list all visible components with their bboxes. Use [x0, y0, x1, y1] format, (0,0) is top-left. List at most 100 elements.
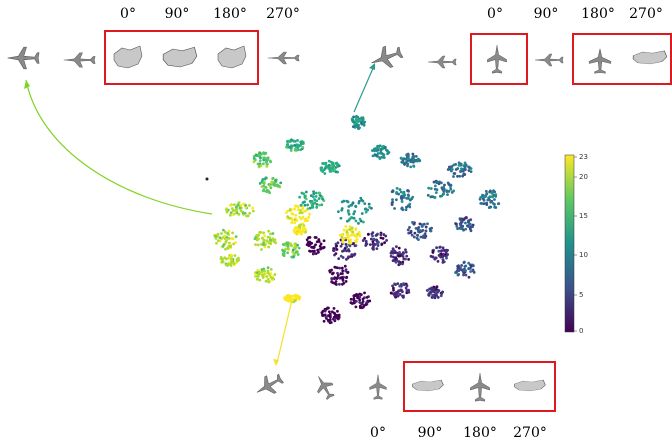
- scatter-dot: [407, 228, 410, 231]
- angle-label: 180°: [581, 6, 615, 22]
- scatter-dot: [342, 241, 345, 244]
- scatter-dot: [379, 144, 382, 147]
- colorbar: [565, 155, 574, 332]
- scatter-dot: [392, 190, 395, 193]
- scatter-dot: [353, 217, 356, 220]
- scatter-dot: [346, 220, 349, 223]
- scatter-dot: [331, 281, 334, 284]
- scatter-dot: [424, 232, 427, 235]
- scatter-dot: [269, 272, 272, 275]
- scatter-dot: [295, 245, 298, 248]
- colorbar-tick-label: 20: [579, 173, 588, 181]
- scatter-dot: [358, 231, 361, 234]
- scatter-dot: [348, 250, 351, 253]
- scatter-dot: [345, 245, 348, 248]
- scatter-dot: [352, 201, 355, 204]
- scatter-dot: [406, 163, 409, 166]
- scatter-dot: [344, 265, 347, 268]
- scatter-dot: [492, 189, 495, 192]
- scatter-dot: [331, 273, 334, 276]
- scatter-dot: [357, 124, 360, 127]
- scatter-dot: [258, 272, 261, 275]
- scatter-dot: [293, 144, 296, 147]
- scatter-dot: [472, 269, 475, 272]
- scatter-dot: [485, 202, 488, 205]
- scatter-dot: [353, 210, 356, 213]
- scatter-dot: [263, 178, 266, 181]
- scatter-dot: [342, 282, 345, 285]
- scatter-dot: [400, 191, 403, 194]
- angle-label: 270°: [629, 6, 663, 22]
- scatter-dot: [431, 294, 434, 297]
- scatter-dot: [297, 208, 300, 211]
- scatter-dot: [350, 253, 353, 256]
- scatter-dot: [402, 282, 405, 285]
- scatter-dot: [235, 235, 238, 238]
- scatter-dot: [493, 198, 496, 201]
- scatter-dot: [361, 200, 364, 203]
- scatter-dot: [290, 147, 293, 150]
- scatter-dot: [311, 200, 314, 203]
- scatter-dot: [278, 185, 281, 188]
- scatter-dot: [349, 217, 352, 220]
- scatter-dot: [369, 243, 372, 246]
- scatter-dot: [426, 222, 429, 225]
- scatter-dot: [397, 193, 400, 196]
- scatter-dot: [225, 258, 228, 261]
- scatter-dot: [304, 204, 307, 207]
- scatter-dot: [462, 274, 465, 277]
- scatter-dot: [308, 250, 311, 253]
- scatter-dot: [231, 213, 234, 216]
- scatter-dot: [459, 224, 462, 227]
- scatter-dot: [274, 273, 277, 276]
- scatter-dot: [358, 295, 361, 298]
- scatter-dot: [411, 160, 414, 163]
- scatter-dot: [289, 209, 292, 212]
- scatter-dot: [298, 196, 301, 199]
- scatter-dot: [320, 166, 323, 169]
- scatter-dot: [338, 283, 341, 286]
- scatter-dot: [438, 254, 441, 257]
- scatter-dot: [225, 264, 228, 267]
- scatter-dot: [373, 238, 376, 241]
- scatter-dot: [407, 258, 410, 261]
- scatter-dot: [333, 312, 336, 315]
- scatter-dot: [440, 249, 443, 252]
- scatter-dot: [422, 229, 425, 232]
- scatter-dot: [267, 266, 270, 269]
- scatter-dot: [309, 207, 312, 210]
- scatter-dot: [341, 233, 344, 236]
- scatter-dot: [461, 175, 464, 178]
- scatter-dot: [336, 248, 339, 251]
- scatter-dot: [222, 229, 225, 232]
- scatter-dot: [257, 234, 260, 237]
- scatter-dot: [362, 117, 365, 120]
- scatter-dot: [258, 279, 261, 282]
- scatter-dot: [341, 200, 344, 203]
- scatter-dot: [305, 217, 308, 220]
- scatter-dot: [262, 231, 265, 234]
- scatter-dot: [415, 155, 418, 158]
- angle-label: 0°: [487, 6, 503, 22]
- scatter-dot: [330, 277, 333, 280]
- arrow-head: [273, 359, 279, 366]
- scatter-dot: [452, 189, 455, 192]
- scatter-dot: [345, 231, 348, 234]
- scatter-dot: [483, 199, 486, 202]
- scatter-dot: [295, 219, 298, 222]
- scatter-dot: [229, 214, 232, 217]
- scatter-dot: [325, 315, 328, 318]
- scatter-dot: [471, 225, 474, 228]
- scatter-dot: [235, 206, 238, 209]
- scatter-dot: [232, 237, 235, 240]
- scatter-dot: [286, 297, 289, 300]
- scatter-dot: [337, 257, 340, 260]
- scatter-dot: [381, 148, 384, 151]
- scatter-dot: [287, 248, 290, 251]
- scatter-dot: [318, 197, 321, 200]
- scatter-dot: [382, 237, 385, 240]
- scatter-dot: [323, 239, 326, 242]
- scatter-dot: [452, 175, 455, 178]
- angle-label: 180°: [463, 425, 497, 441]
- scatter-dot: [411, 234, 414, 237]
